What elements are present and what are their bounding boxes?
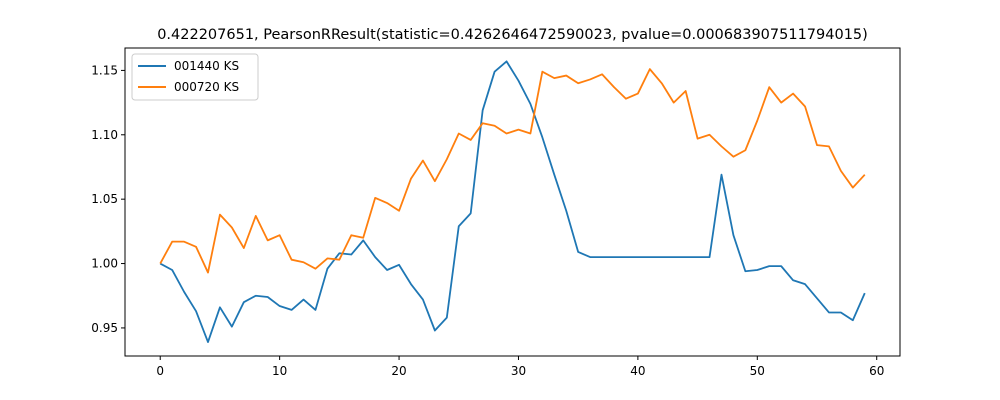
x-tick-label: 10 (272, 364, 287, 378)
y-tick-label: 1.05 (91, 192, 118, 206)
x-tick-label: 50 (750, 364, 765, 378)
x-tick-label: 30 (511, 364, 526, 378)
legend: 001440 KS 000720 KS (131, 53, 259, 101)
y-tick-label: 1.15 (91, 63, 118, 77)
x-tick-label: 40 (630, 364, 645, 378)
x-tick-label: 60 (869, 364, 884, 378)
x-tick-label: 20 (391, 364, 406, 378)
plot-frame (124, 47, 901, 357)
chart-title: 0.422207651, PearsonRResult(statistic=0.… (157, 27, 868, 43)
series-line-001440 (159, 60, 866, 343)
series-line-000720 (159, 68, 866, 274)
axes-layer: 0 10 20 30 40 50 60 0.95 1.00 1.05 1.10 1.15 (91, 47, 901, 378)
y-tick-label: 0.95 (91, 321, 118, 335)
legend-label-000720: 000720 KS (174, 80, 239, 94)
y-tick-label: 1.10 (91, 128, 118, 142)
series-layer (159, 60, 866, 343)
legend-label-001440: 001440 KS (174, 59, 239, 73)
y-tick-label: 1.00 (91, 257, 118, 271)
x-tick-label: 0 (156, 364, 164, 378)
